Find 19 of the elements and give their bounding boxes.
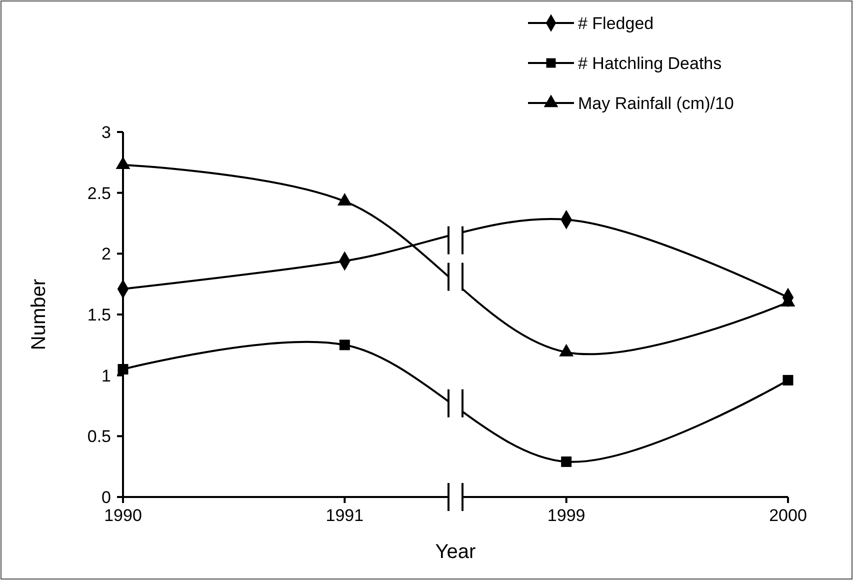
x-tick-label: 2000 — [769, 506, 807, 525]
y-tick-label: 1.5 — [87, 305, 111, 324]
x-tick-label: 1991 — [326, 506, 364, 525]
y-tick-label: 2.5 — [87, 184, 111, 203]
legend-label: # Hatchling Deaths — [578, 54, 722, 73]
legend-label: # Fledged — [578, 14, 654, 33]
y-tick-label: 0 — [102, 488, 111, 507]
y-tick-label: 3 — [102, 122, 111, 142]
x-tick-label: 1990 — [104, 506, 142, 525]
point — [561, 456, 572, 467]
point — [339, 340, 350, 350]
y-tick-label: 0.5 — [87, 427, 111, 446]
x-tick-label: 1999 — [547, 506, 586, 525]
y-tick-label: 1 — [102, 366, 111, 386]
x-axis-title: Year — [435, 541, 476, 563]
y-tick-label: 2 — [102, 244, 111, 264]
y-axis-title: Number — [28, 278, 50, 350]
legend-label: May Rainfall (cm)/10 — [578, 94, 734, 113]
point — [782, 374, 794, 386]
